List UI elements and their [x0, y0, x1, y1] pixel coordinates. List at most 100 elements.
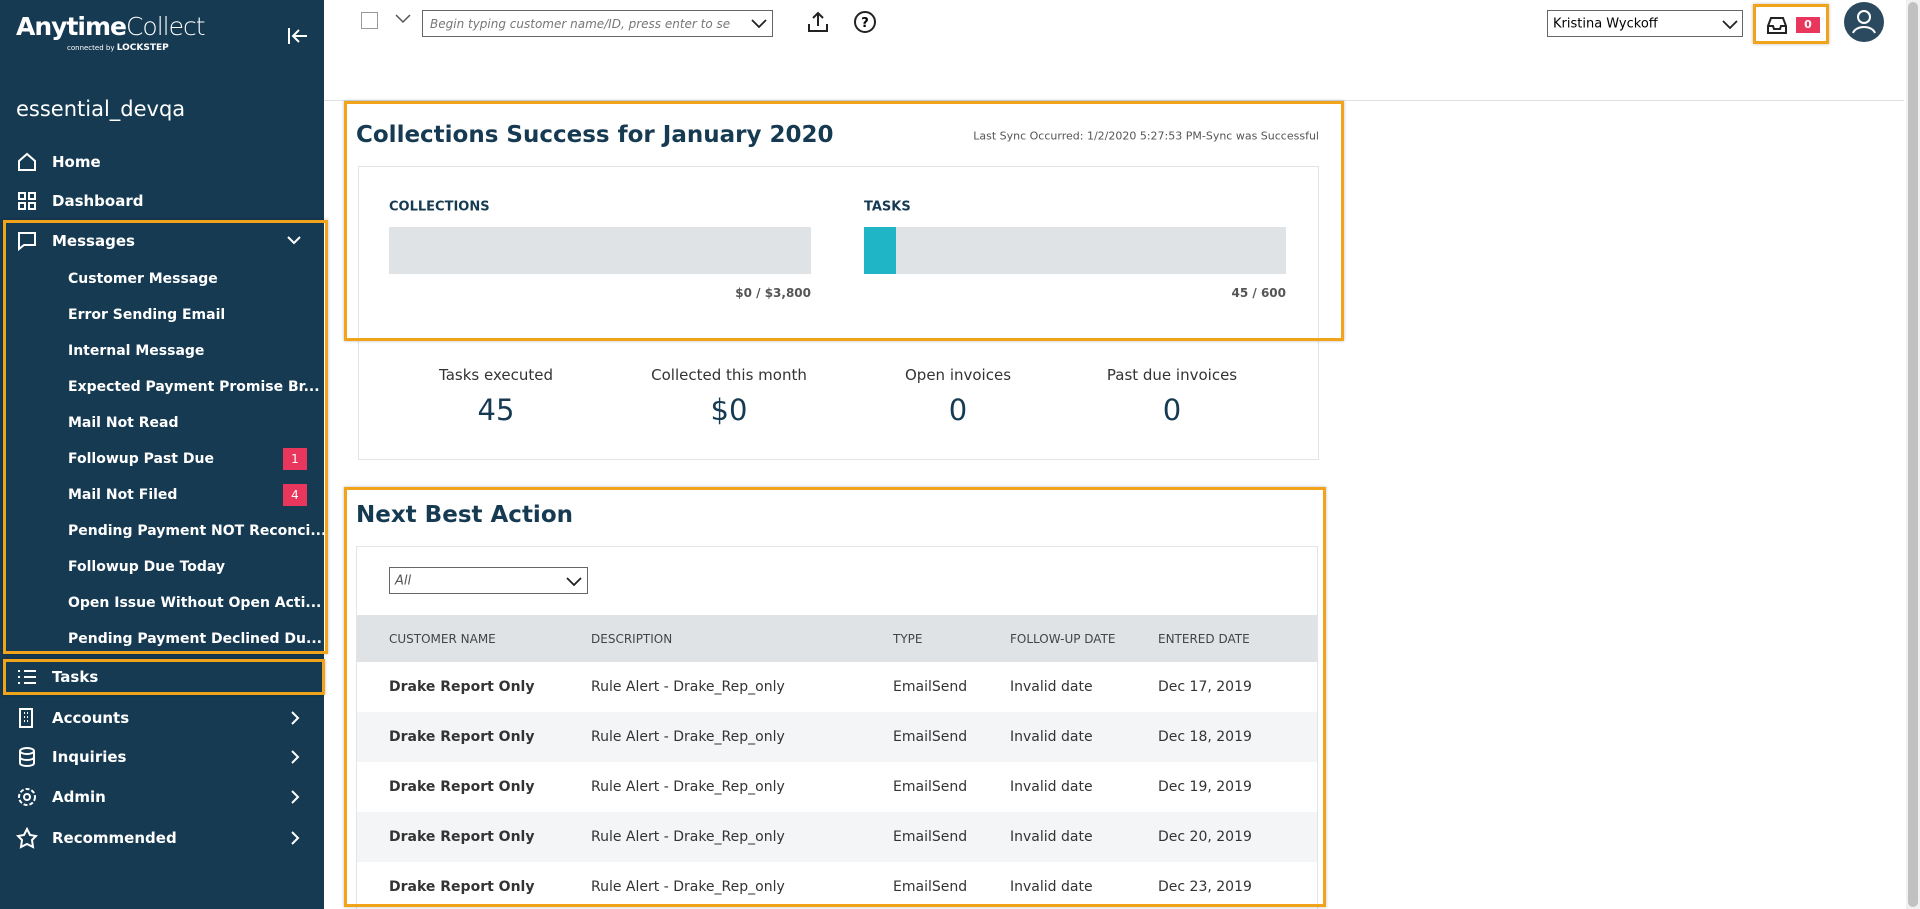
table-row[interactable]	[357, 862, 1317, 909]
nav-subitem[interactable]: Expected Payment Promise Br...	[68, 379, 320, 395]
inbox[interactable]: 0	[1753, 4, 1829, 44]
badge: 4	[283, 484, 307, 506]
table-cell: Dec 18, 2019	[1158, 729, 1252, 745]
table-cell: Dec 20, 2019	[1158, 829, 1252, 845]
highlight-box	[344, 487, 1326, 907]
nav-item[interactable]: Tasks	[52, 668, 99, 686]
table-row[interactable]	[357, 662, 1317, 712]
nav-item[interactable]: Recommended	[52, 829, 177, 847]
user-select[interactable]: Kristina Wyckoff	[1547, 10, 1743, 37]
nav-subitem[interactable]: Mail Not Filed	[68, 487, 178, 503]
search-placeholder: Begin typing customer name/ID, press ent…	[430, 17, 731, 31]
table-cell: Rule Alert - Drake_Rep_only	[591, 829, 785, 845]
progress-label: TASKS	[864, 199, 911, 215]
chevron-right[interactable]	[290, 789, 302, 805]
progress-track	[864, 227, 1286, 274]
inbox-count: 0	[1796, 17, 1820, 33]
table-cell: Rule Alert - Drake_Rep_only	[591, 779, 785, 795]
stat-value: 0	[948, 393, 968, 427]
nav-subitem[interactable]: Pending Payment NOT Reconci...	[68, 523, 327, 539]
table-cell: EmailSend	[893, 829, 968, 845]
card-title: Collections Success for January 2020	[356, 122, 834, 148]
partner: LOCKSTEP	[116, 43, 169, 53]
nav-item[interactable]: Home	[52, 153, 101, 171]
sync-status: Last Sync Occurred: 1/2/2020 5:27:53 PM-…	[973, 129, 1319, 143]
org-name: essential_devqa	[16, 97, 186, 121]
actions-panel	[356, 546, 1318, 909]
stat-label: Collected this month	[651, 366, 807, 384]
logo: AnytimeCollect	[16, 12, 206, 41]
nav-subitem[interactable]: Customer Message	[68, 271, 218, 287]
nav-item[interactable]: Inquiries	[52, 748, 127, 766]
column-header: FOLLOW-UP DATE	[1010, 632, 1116, 646]
nav-icon	[16, 707, 38, 729]
nav-subitem[interactable]: Pending Payment Declined Du...	[68, 631, 322, 647]
table-cell: Invalid date	[1010, 879, 1093, 895]
stat-label: Past due invoices	[1106, 366, 1238, 384]
chevron-down[interactable]	[286, 235, 302, 247]
svg-text:?: ?	[861, 16, 869, 31]
progress-fill	[864, 227, 896, 274]
highlight-box	[3, 659, 325, 695]
chevron-right[interactable]	[290, 710, 302, 726]
nav-subitem[interactable]: Followup Past Due	[68, 451, 214, 467]
table-header	[357, 615, 1317, 662]
table-cell: Drake Report Only	[389, 879, 535, 895]
table-cell: Invalid date	[1010, 779, 1093, 795]
search-box[interactable]: Begin typing customer name/ID, press ent…	[422, 10, 773, 37]
table-cell: Drake Report Only	[389, 679, 535, 695]
collapse-icon[interactable]	[287, 26, 309, 46]
nav-icon	[16, 786, 38, 808]
table-cell: EmailSend	[893, 729, 968, 745]
logo-bold: Anytime	[16, 12, 127, 41]
nav-icon	[16, 151, 38, 173]
column-header: DESCRIPTION	[591, 632, 673, 646]
sidebar: AnytimeCollect connected by LOCKSTEP ess…	[0, 0, 328, 909]
nav-item[interactable]: Messages	[52, 232, 135, 250]
main: Begin typing customer name/ID, press ent…	[324, 0, 1920, 909]
progress-text: 45 / 600	[1231, 286, 1287, 300]
nav-item[interactable]: Accounts	[52, 709, 130, 727]
table-cell: Invalid date	[1010, 829, 1093, 845]
summary-panel	[358, 166, 1319, 460]
nav-icon	[16, 666, 38, 688]
avatar[interactable]	[1844, 2, 1884, 42]
inbox-icon	[1766, 15, 1788, 35]
nav-item[interactable]: Dashboard	[52, 192, 144, 210]
nav-item[interactable]: Admin	[52, 788, 106, 806]
table-cell: Drake Report Only	[389, 779, 535, 795]
table-cell: EmailSend	[893, 879, 968, 895]
stat-value: 0	[1162, 393, 1182, 427]
nav-subitem[interactable]: Followup Due Today	[68, 559, 226, 575]
nav-subitem[interactable]: Internal Message	[68, 343, 205, 359]
tagline-text: connected by	[67, 44, 115, 52]
nav-subitem[interactable]: Mail Not Read	[68, 415, 179, 431]
table-cell: EmailSend	[893, 679, 968, 695]
stat-label: Tasks executed	[439, 366, 553, 384]
table-row[interactable]	[357, 712, 1317, 762]
filter-select[interactable]: All	[389, 567, 588, 594]
checkbox[interactable]	[361, 12, 378, 29]
nav-subitem[interactable]: Open Issue Without Open Acti...	[68, 595, 322, 611]
select-dropdown[interactable]	[395, 14, 411, 24]
nav-subitem[interactable]: Error Sending Email	[68, 307, 226, 323]
progress-text: $0 / $3,800	[735, 286, 811, 300]
column-header: TYPE	[893, 632, 923, 646]
scrollbar-thumb	[1908, 2, 1918, 907]
table-cell: Drake Report Only	[389, 829, 535, 845]
progress-track	[389, 227, 811, 274]
help-icon[interactable]: ?	[853, 10, 877, 34]
highlight-box	[344, 101, 1344, 341]
table-cell: Rule Alert - Drake_Rep_only	[591, 679, 785, 695]
table-cell: Rule Alert - Drake_Rep_only	[591, 729, 785, 745]
chevron-right[interactable]	[290, 749, 302, 765]
chevron-right[interactable]	[290, 830, 302, 846]
upload-icon[interactable]	[806, 10, 830, 34]
topbar-border	[324, 100, 1904, 101]
table-row[interactable]	[357, 762, 1317, 812]
table-row[interactable]	[357, 812, 1317, 862]
tagline: connected by LOCKSTEP	[67, 43, 169, 53]
progress-label: COLLECTIONS	[389, 199, 490, 215]
nav-icon	[16, 190, 38, 212]
